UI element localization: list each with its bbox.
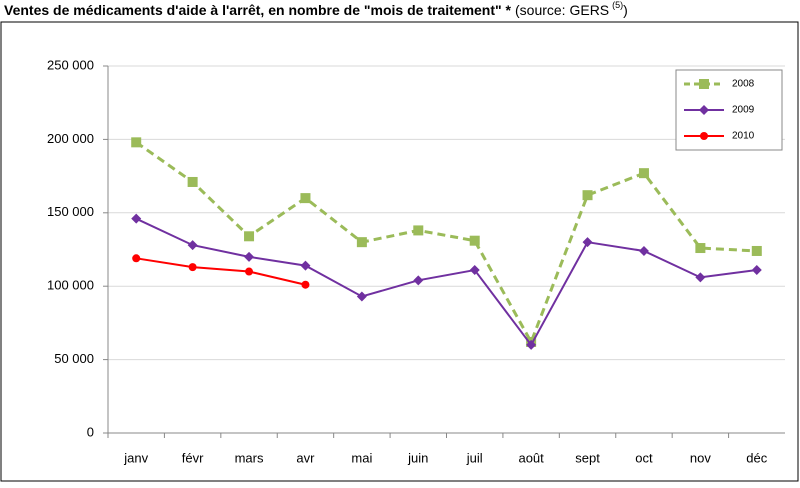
- chart-title: Ventes de médicaments d'aide à l'arrêt, …: [4, 0, 628, 17]
- data-point: [300, 260, 311, 271]
- data-point: [132, 254, 141, 263]
- legend-label: 2009: [732, 105, 755, 116]
- legend-marker: [699, 79, 709, 89]
- x-tick-label: févr: [182, 450, 204, 465]
- y-tick-label: 150 000: [47, 204, 94, 219]
- data-point: [751, 265, 762, 276]
- data-point: [469, 265, 480, 276]
- data-point: [638, 168, 649, 179]
- y-tick-label: 200 000: [47, 131, 94, 146]
- x-tick-label: juil: [466, 450, 483, 465]
- y-tick-label: 0: [87, 424, 94, 439]
- data-point: [638, 245, 649, 256]
- title-main: Ventes de médicaments d'aide à l'arrêt, …: [4, 2, 512, 18]
- data-point: [356, 291, 367, 302]
- title-source-end: ): [623, 2, 628, 18]
- x-tick-label: juin: [407, 450, 428, 465]
- data-point: [245, 267, 254, 276]
- data-point: [131, 213, 142, 224]
- data-point: [244, 231, 255, 242]
- y-tick-label: 100 000: [47, 278, 94, 293]
- series-line: [135, 141, 757, 346]
- data-point: [356, 237, 367, 248]
- data-point: [131, 137, 142, 148]
- data-point: [187, 176, 198, 187]
- series-line: [135, 217, 757, 347]
- title-source-ref: (5): [612, 0, 623, 10]
- data-point: [301, 280, 310, 289]
- legend-marker: [699, 105, 709, 115]
- data-point: [413, 225, 424, 236]
- data-point: [187, 240, 198, 251]
- x-tick-label: avr: [296, 450, 315, 465]
- x-tick-label: janv: [123, 450, 148, 465]
- x-tick-label: nov: [690, 450, 711, 465]
- title-source: (source: GERS: [515, 2, 609, 18]
- data-point: [582, 190, 593, 201]
- y-tick-label: 250 000: [47, 57, 94, 72]
- data-point: [526, 339, 537, 350]
- legend-marker: [700, 132, 708, 140]
- legend-label: 2008: [732, 79, 755, 90]
- x-tick-label: août: [518, 450, 544, 465]
- data-point: [751, 245, 762, 256]
- x-tick-label: mars: [235, 450, 264, 465]
- data-point: [582, 237, 593, 248]
- data-point: [244, 251, 255, 262]
- x-tick-label: déc: [746, 450, 767, 465]
- legend-label: 2010: [732, 131, 755, 142]
- data-point: [469, 235, 480, 246]
- data-point: [695, 243, 706, 254]
- data-point: [695, 272, 706, 283]
- data-point: [413, 275, 424, 286]
- y-tick-label: 50 000: [54, 351, 94, 366]
- chart-border: [0, 21, 799, 482]
- data-point: [188, 263, 197, 272]
- x-tick-label: sept: [575, 450, 600, 465]
- x-tick-label: oct: [635, 450, 653, 465]
- data-point: [300, 193, 311, 204]
- x-tick-label: mai: [351, 450, 372, 465]
- series-line: [136, 257, 306, 286]
